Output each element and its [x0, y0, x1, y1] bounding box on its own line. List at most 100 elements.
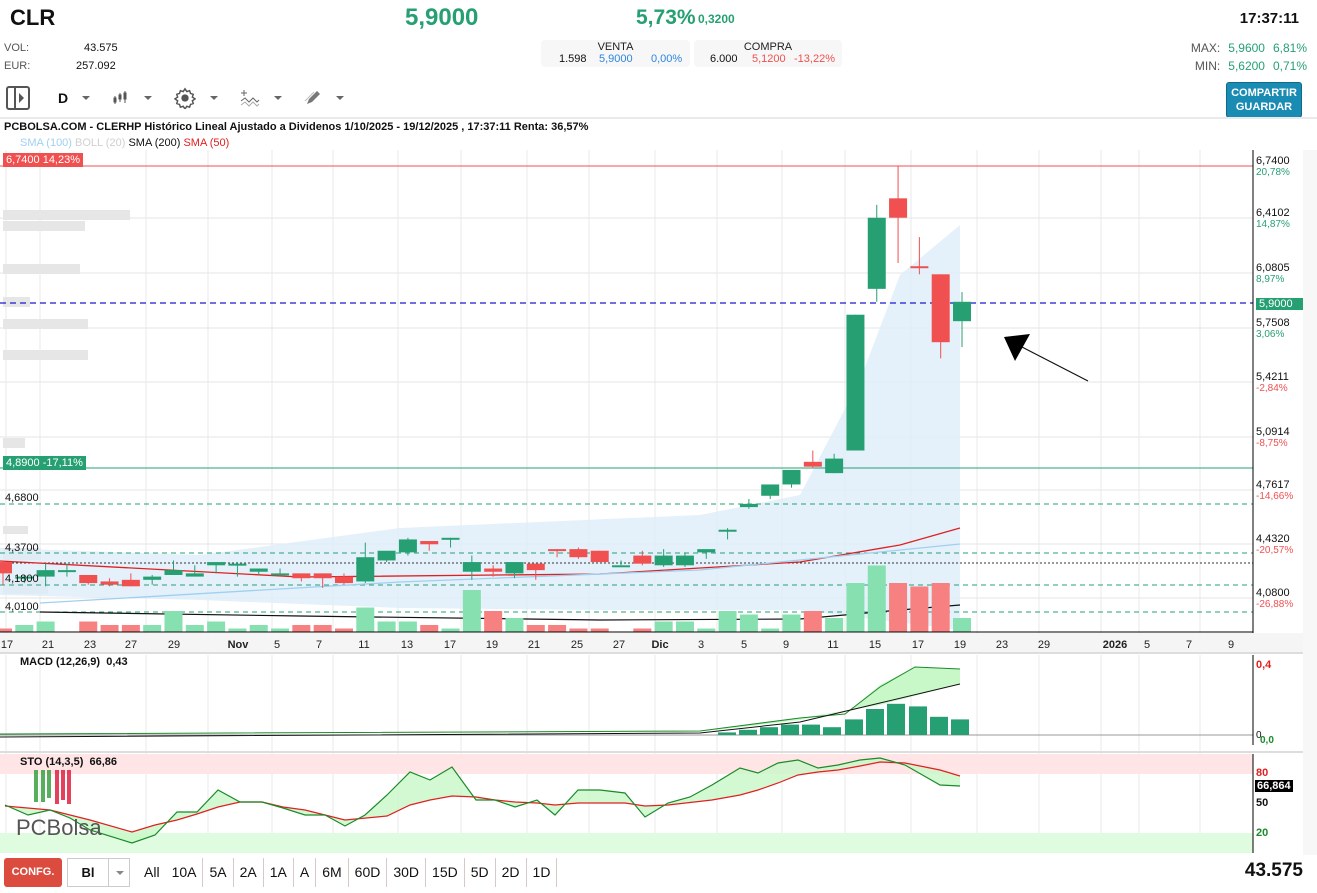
min-price: 5,6200	[1228, 59, 1265, 73]
svg-text:9: 9	[783, 639, 789, 651]
drawing-dropdown[interactable]	[304, 89, 345, 107]
svg-text:19: 19	[486, 639, 498, 651]
level-4180: 4,1800	[5, 573, 39, 585]
svg-text:20: 20	[1256, 827, 1268, 839]
period-10a[interactable]: 10A	[166, 858, 204, 887]
macd-label: MACD (12,26,9) 0,43	[20, 656, 128, 668]
vol-label: VOL:	[4, 42, 30, 54]
compra-qty: 6.000	[710, 53, 738, 65]
chevron-down-icon	[210, 96, 219, 100]
svg-text:PCBolsa: PCBolsa	[16, 815, 102, 840]
indicator-add-icon	[240, 90, 260, 107]
svg-text:5,7508: 5,7508	[1256, 317, 1290, 329]
chevron-down-icon	[82, 96, 91, 100]
compra-price: 5,1200	[752, 53, 786, 65]
max-pct: 6,81%	[1272, 41, 1307, 55]
svg-text:9: 9	[1228, 639, 1234, 651]
svg-text:2026: 2026	[1103, 639, 1127, 651]
min-pct: 0,71%	[1272, 59, 1307, 73]
venta-label: VENTA	[597, 41, 634, 53]
compra-pct: -13,22%	[794, 53, 835, 65]
svg-text:-20,57%: -20,57%	[1256, 545, 1293, 556]
svg-text:17: 17	[444, 639, 456, 651]
sto-current-tag: 66,864	[1255, 780, 1293, 792]
volume-total: 43.575	[1244, 860, 1303, 881]
svg-text:14,87%: 14,87%	[1256, 219, 1290, 230]
period-5a[interactable]: 5A	[203, 858, 234, 887]
svg-text:80: 80	[1256, 767, 1268, 779]
legend-sma100[interactable]: SMA (100)	[20, 137, 72, 149]
period-1a[interactable]: 1A	[264, 858, 294, 887]
svg-text:17: 17	[1, 639, 13, 651]
period-a[interactable]: A	[294, 858, 317, 887]
period-dropdown[interactable]: D	[58, 90, 91, 106]
compra-label: COMPRA	[743, 41, 793, 53]
svg-text:11: 11	[358, 639, 369, 651]
period-15d[interactable]: 15D	[426, 858, 465, 887]
sto-label: STO (14,3,5) 66,86	[20, 756, 118, 768]
eur-value: 257.092	[76, 60, 116, 72]
venta-box: VENTA 1.598 5,9000 0,00%	[541, 40, 690, 67]
svg-text:4,4320: 4,4320	[1256, 533, 1290, 545]
svg-text:29: 29	[168, 639, 180, 651]
period-2d[interactable]: 2D	[496, 858, 527, 887]
chart-title: PCBOLSA.COM - CLERHP Histórico Lineal Aj…	[4, 121, 589, 133]
panel-toggle-button[interactable]	[6, 86, 30, 110]
level-tag: 4,8900 -17,11%	[3, 456, 86, 470]
svg-text:7: 7	[1186, 639, 1192, 651]
legend-boll20[interactable]: BOLL (20)	[75, 137, 126, 149]
svg-text:6,0805: 6,0805	[1256, 262, 1290, 274]
min-row: MIN: 5,6200 0,71%	[1187, 59, 1307, 73]
max-row: MAX: 5,9600 6,81%	[1183, 41, 1307, 55]
svg-text:23: 23	[84, 639, 96, 651]
period-all[interactable]: All	[144, 864, 160, 880]
indicator-legend: SMA (100) BOLL (20) SMA (200) SMA (50)	[20, 137, 229, 149]
config-button[interactable]: CONFG.	[4, 858, 62, 887]
svg-text:0: 0	[1256, 730, 1262, 741]
eur-label: EUR:	[4, 60, 31, 72]
level-4010: 4,0100	[5, 601, 39, 613]
svg-text:3: 3	[698, 639, 704, 651]
legend-sma200[interactable]: SMA (200)	[128, 137, 181, 149]
compra-box: COMPRA 6.000 5,1200 -13,22%	[694, 40, 842, 67]
svg-text:8,97%: 8,97%	[1256, 274, 1284, 285]
chart-type-dropdown[interactable]	[112, 90, 153, 106]
divider	[0, 117, 1317, 119]
price-chart[interactable]: 17 21 23 27 29 Nov 5 7 11 13 17 19 21 25 27 Dic 3 5 9 11 15 1…	[0, 150, 1317, 855]
max-label: MAX:	[1190, 41, 1221, 55]
period-30d[interactable]: 30D	[387, 858, 427, 887]
svg-text:0,4: 0,4	[1256, 659, 1272, 671]
svg-text:7: 7	[316, 639, 322, 651]
period-2a[interactable]: 2A	[234, 858, 264, 887]
gear-icon	[174, 87, 197, 109]
legend-sma50[interactable]: SMA (50)	[183, 137, 230, 149]
level-4680: 4,6800	[5, 492, 39, 504]
period-6m[interactable]: 6M	[316, 858, 349, 887]
svg-text:6,4102: 6,4102	[1256, 207, 1290, 219]
chevron-down-icon[interactable]	[108, 859, 130, 886]
level-4370: 4,3700	[5, 542, 39, 554]
chart-style-select[interactable]: Bl	[67, 858, 130, 887]
venta-qty: 1.598	[559, 53, 587, 65]
period-1d[interactable]: 1D	[527, 858, 558, 887]
share-save-button[interactable]: COMPARTIR GUARDAR	[1226, 82, 1302, 118]
ticker-symbol: CLR	[10, 5, 56, 30]
indicators-dropdown[interactable]	[240, 89, 283, 107]
svg-text:50: 50	[1256, 797, 1268, 809]
candlestick-icon	[113, 91, 127, 104]
settings-dropdown[interactable]	[174, 87, 219, 109]
svg-text:4,7617: 4,7617	[1256, 479, 1290, 491]
svg-text:5,4211: 5,4211	[1256, 371, 1289, 383]
svg-text:5: 5	[741, 639, 747, 651]
period-value: D	[58, 90, 69, 106]
svg-text:19: 19	[954, 639, 966, 651]
change-percent: 5,73%	[636, 6, 696, 29]
save-label: GUARDAR	[1235, 101, 1293, 113]
period-5d[interactable]: 5D	[465, 858, 496, 887]
period-60d[interactable]: 60D	[349, 858, 388, 887]
high-tag: 6,7400 14,23%	[3, 153, 84, 167]
chart-style-value: Bl	[81, 865, 95, 880]
svg-text:13: 13	[401, 639, 413, 651]
chevron-down-icon	[336, 96, 345, 100]
change-absolute: 0,3200	[698, 12, 735, 26]
